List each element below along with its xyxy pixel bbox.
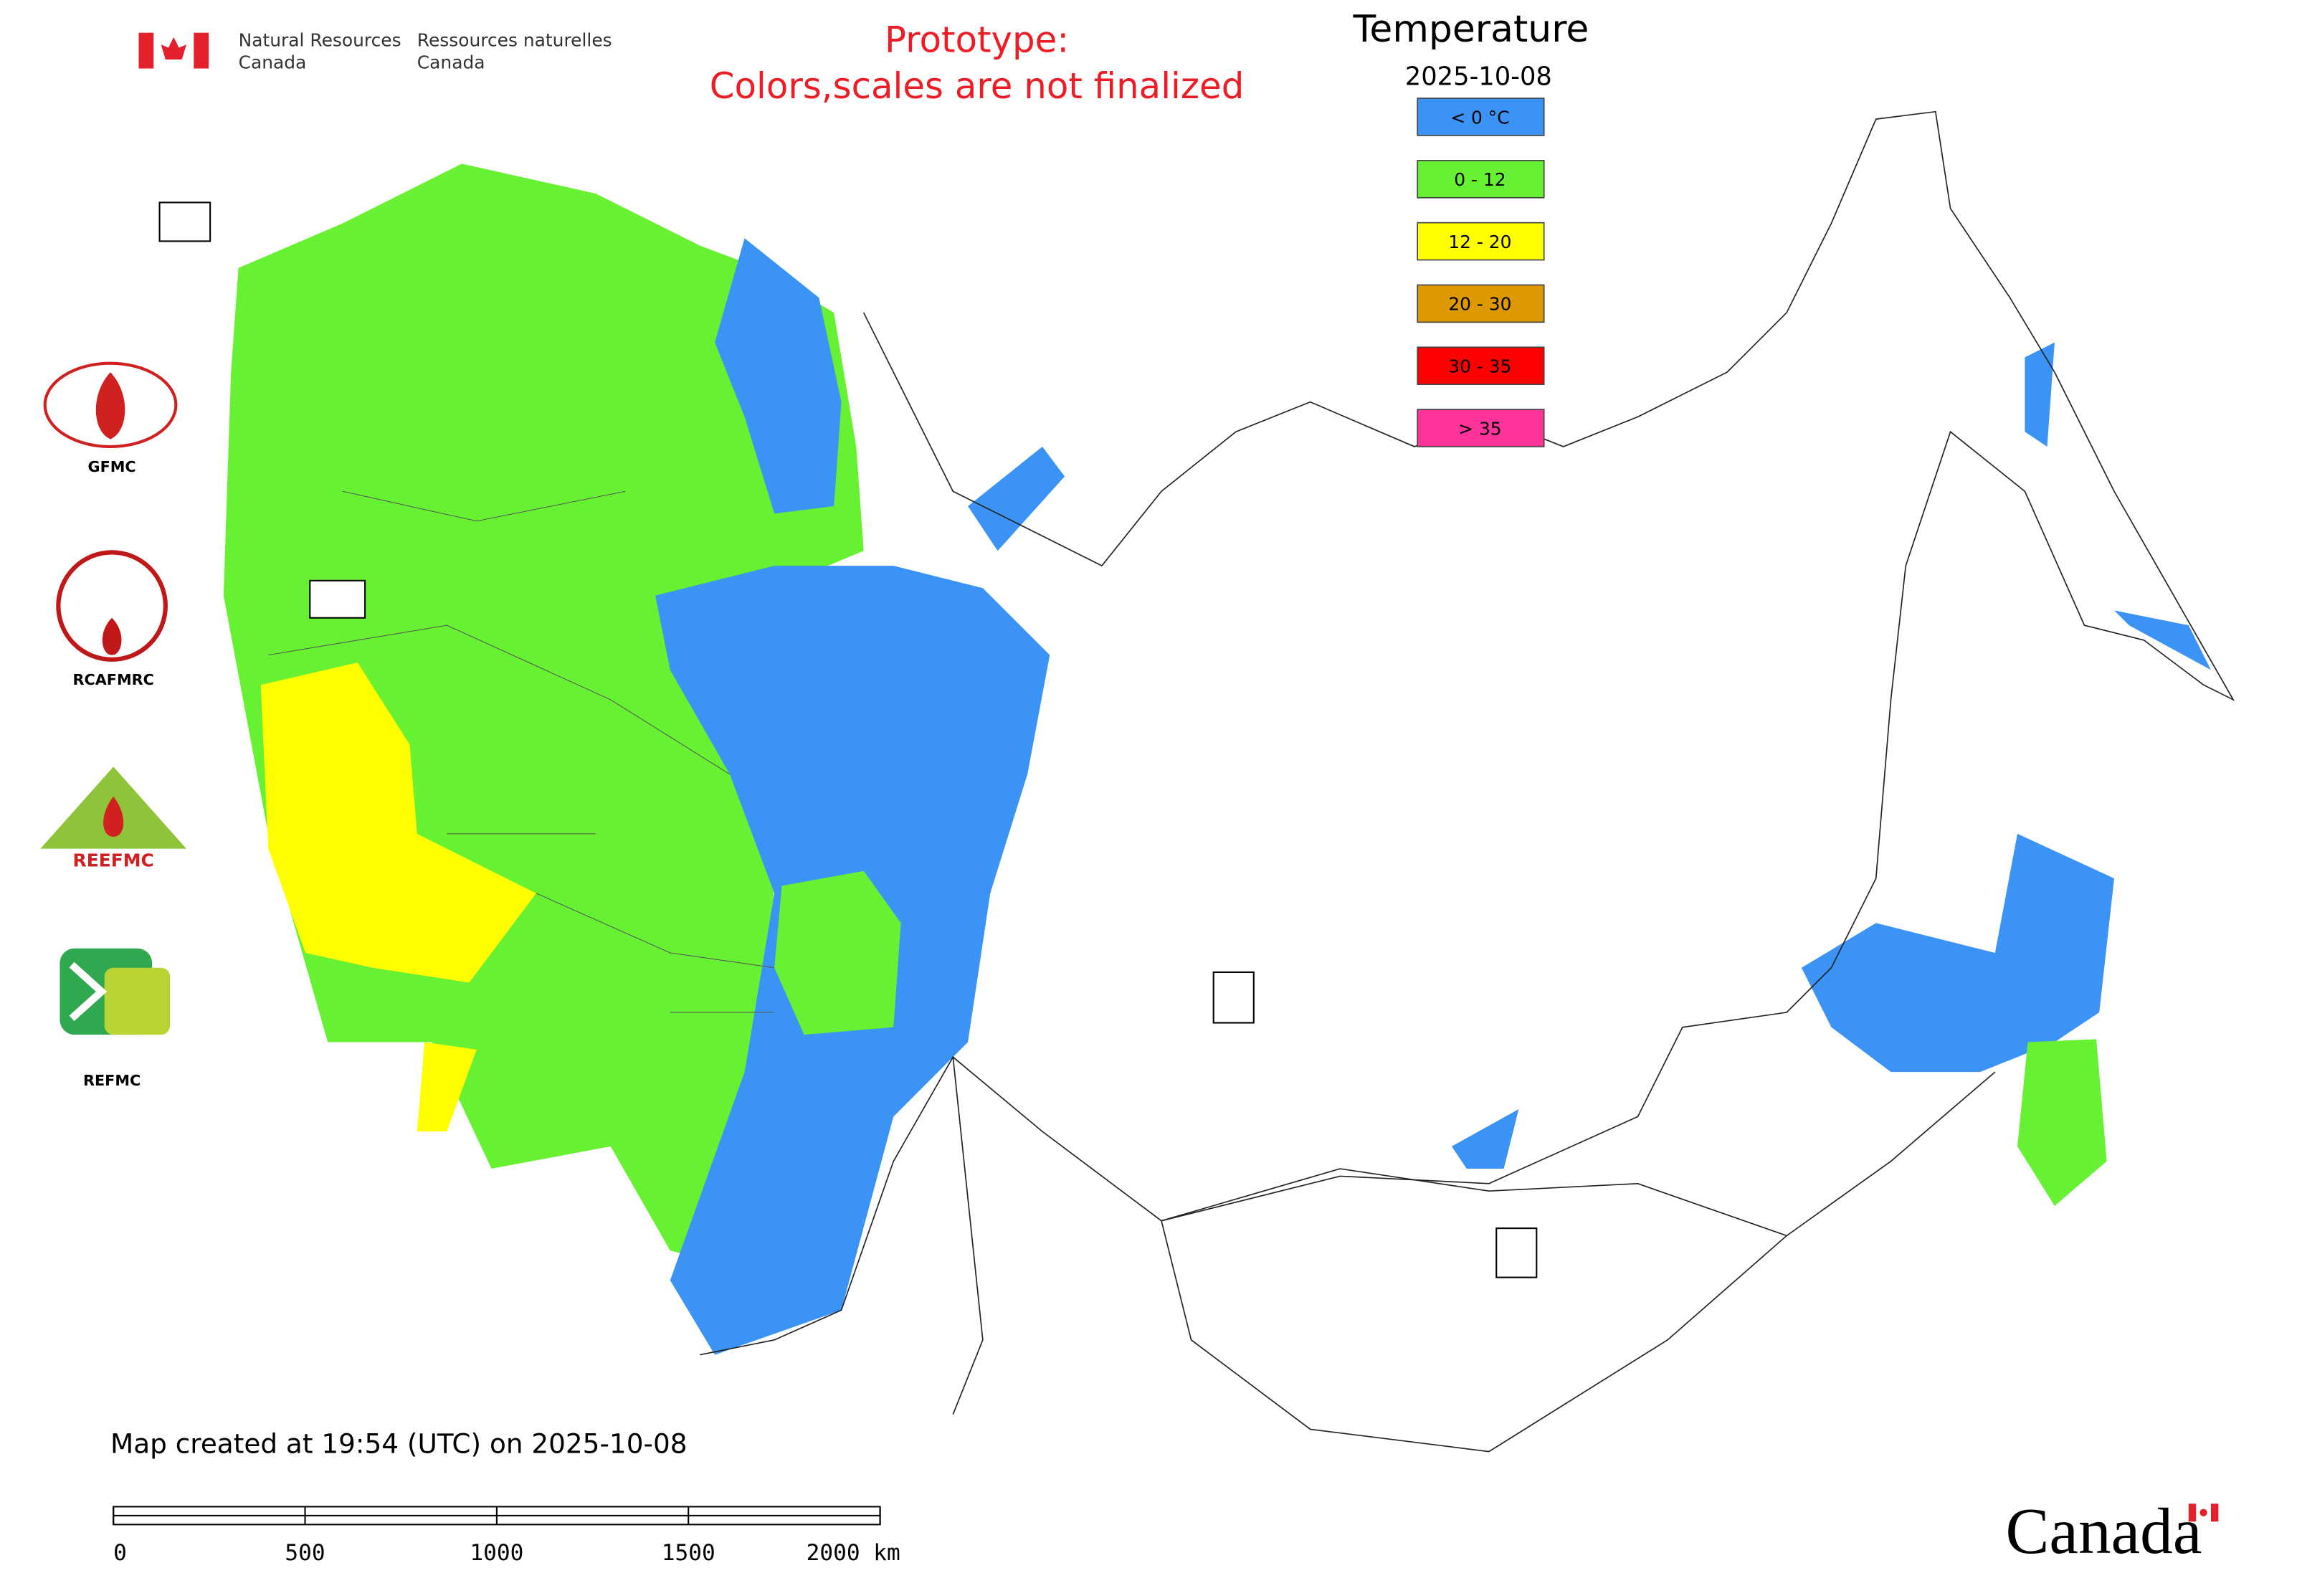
legend-label: > 35: [1458, 418, 1501, 439]
flag-bar: [194, 32, 209, 69]
logo-label: REFMC: [83, 1072, 141, 1089]
station-marker: [309, 579, 366, 619]
scale-label: 0: [113, 1540, 127, 1566]
legend-label: 12 - 20: [1448, 232, 1511, 252]
map-created: Map created at 19:54 (UTC) on 2025-10-08: [110, 1428, 687, 1460]
flag-bar: [2210, 1504, 2219, 1522]
china-border: [952, 1057, 1996, 1415]
maple-leaf: [2199, 1509, 2207, 1516]
zone-yellow: [417, 1042, 477, 1132]
wordmark-flag: [2188, 1504, 2219, 1522]
zone-blue: [1451, 1108, 1519, 1169]
legend-swatch: [1417, 222, 1545, 261]
legend-swatch: [1417, 346, 1545, 385]
logo-box: [104, 967, 171, 1035]
station-marker: [1495, 1227, 1538, 1278]
zone-blue: [715, 238, 842, 514]
zone-yellow: [260, 662, 536, 983]
flag-bar: [138, 32, 154, 69]
scale-label: 500: [285, 1540, 325, 1566]
logo-rcafmrc: [56, 550, 168, 662]
prototype-note: Colors,scales are not finalized: [710, 65, 1245, 107]
zone-blue: [968, 446, 1065, 551]
logo-refmc: [60, 948, 171, 1035]
logo-flame: [95, 372, 125, 440]
legend-swatch: [1417, 409, 1545, 447]
legend-label: 20 - 30: [1448, 294, 1511, 315]
legend-label: < 0 °C: [1450, 107, 1509, 128]
maple-leaf: [161, 37, 186, 60]
borders: [268, 110, 2235, 1453]
zone-blue: [2113, 610, 2211, 670]
canada-wordmark: Canada: [2005, 1495, 2202, 1567]
zone-green: [2017, 1039, 2107, 1206]
logo-globe: [43, 361, 178, 449]
legend-date: 2025-10-08: [1405, 62, 1552, 91]
scale-label: 1000: [470, 1540, 523, 1566]
logo-flame: [103, 796, 124, 837]
nrcan-fr: Canada: [417, 52, 485, 73]
zone-green: [774, 870, 901, 1035]
legend-label: 0 - 12: [1454, 169, 1506, 190]
logo-flame: [102, 617, 122, 655]
flag-bar: [2188, 1504, 2197, 1522]
nrcan-en: Canada: [239, 52, 307, 73]
legend-swatch: [1417, 284, 1545, 323]
logo-label: REEFMC: [73, 850, 154, 871]
nrcan-flag: [138, 32, 209, 69]
logo-ring: [56, 550, 168, 662]
zone-blue: [2025, 342, 2055, 447]
russia-outline: [700, 110, 2235, 1356]
legend-swatch: [1417, 98, 1545, 136]
logo-label: GFMC: [88, 458, 136, 475]
scale-label: 2000 km: [807, 1540, 900, 1566]
logo-label: RCAFMRC: [73, 671, 154, 688]
scale-bar: 0 500 1000 1500 2000 km: [113, 1506, 900, 1566]
mongolia-outline: [1161, 1168, 1788, 1453]
legend: < 0 °C 0 - 12 12 - 20 20 - 30 30 - 35 > 35: [1417, 98, 1545, 447]
logo-reefmc: [40, 766, 186, 849]
station-marker: [158, 201, 211, 242]
prototype-note: Prototype:: [885, 19, 1069, 61]
internal-borders: [268, 490, 775, 1013]
legend-swatch: [1417, 160, 1545, 199]
legend-label: 30 - 35: [1448, 356, 1511, 377]
scale-label: 1500: [662, 1540, 715, 1566]
station-marker: [1212, 971, 1255, 1024]
zone-green: [223, 163, 864, 1266]
logo-gfmc: [43, 361, 178, 449]
legend-title: Temperature: [1353, 8, 1589, 51]
logo-sigma: [69, 961, 108, 1022]
nrcan-fr: Ressources naturelles: [417, 29, 612, 50]
zone-blue: [1801, 833, 2114, 1073]
nrcan-en: Natural Resources: [239, 29, 401, 50]
temperature-fields: [223, 163, 2211, 1355]
